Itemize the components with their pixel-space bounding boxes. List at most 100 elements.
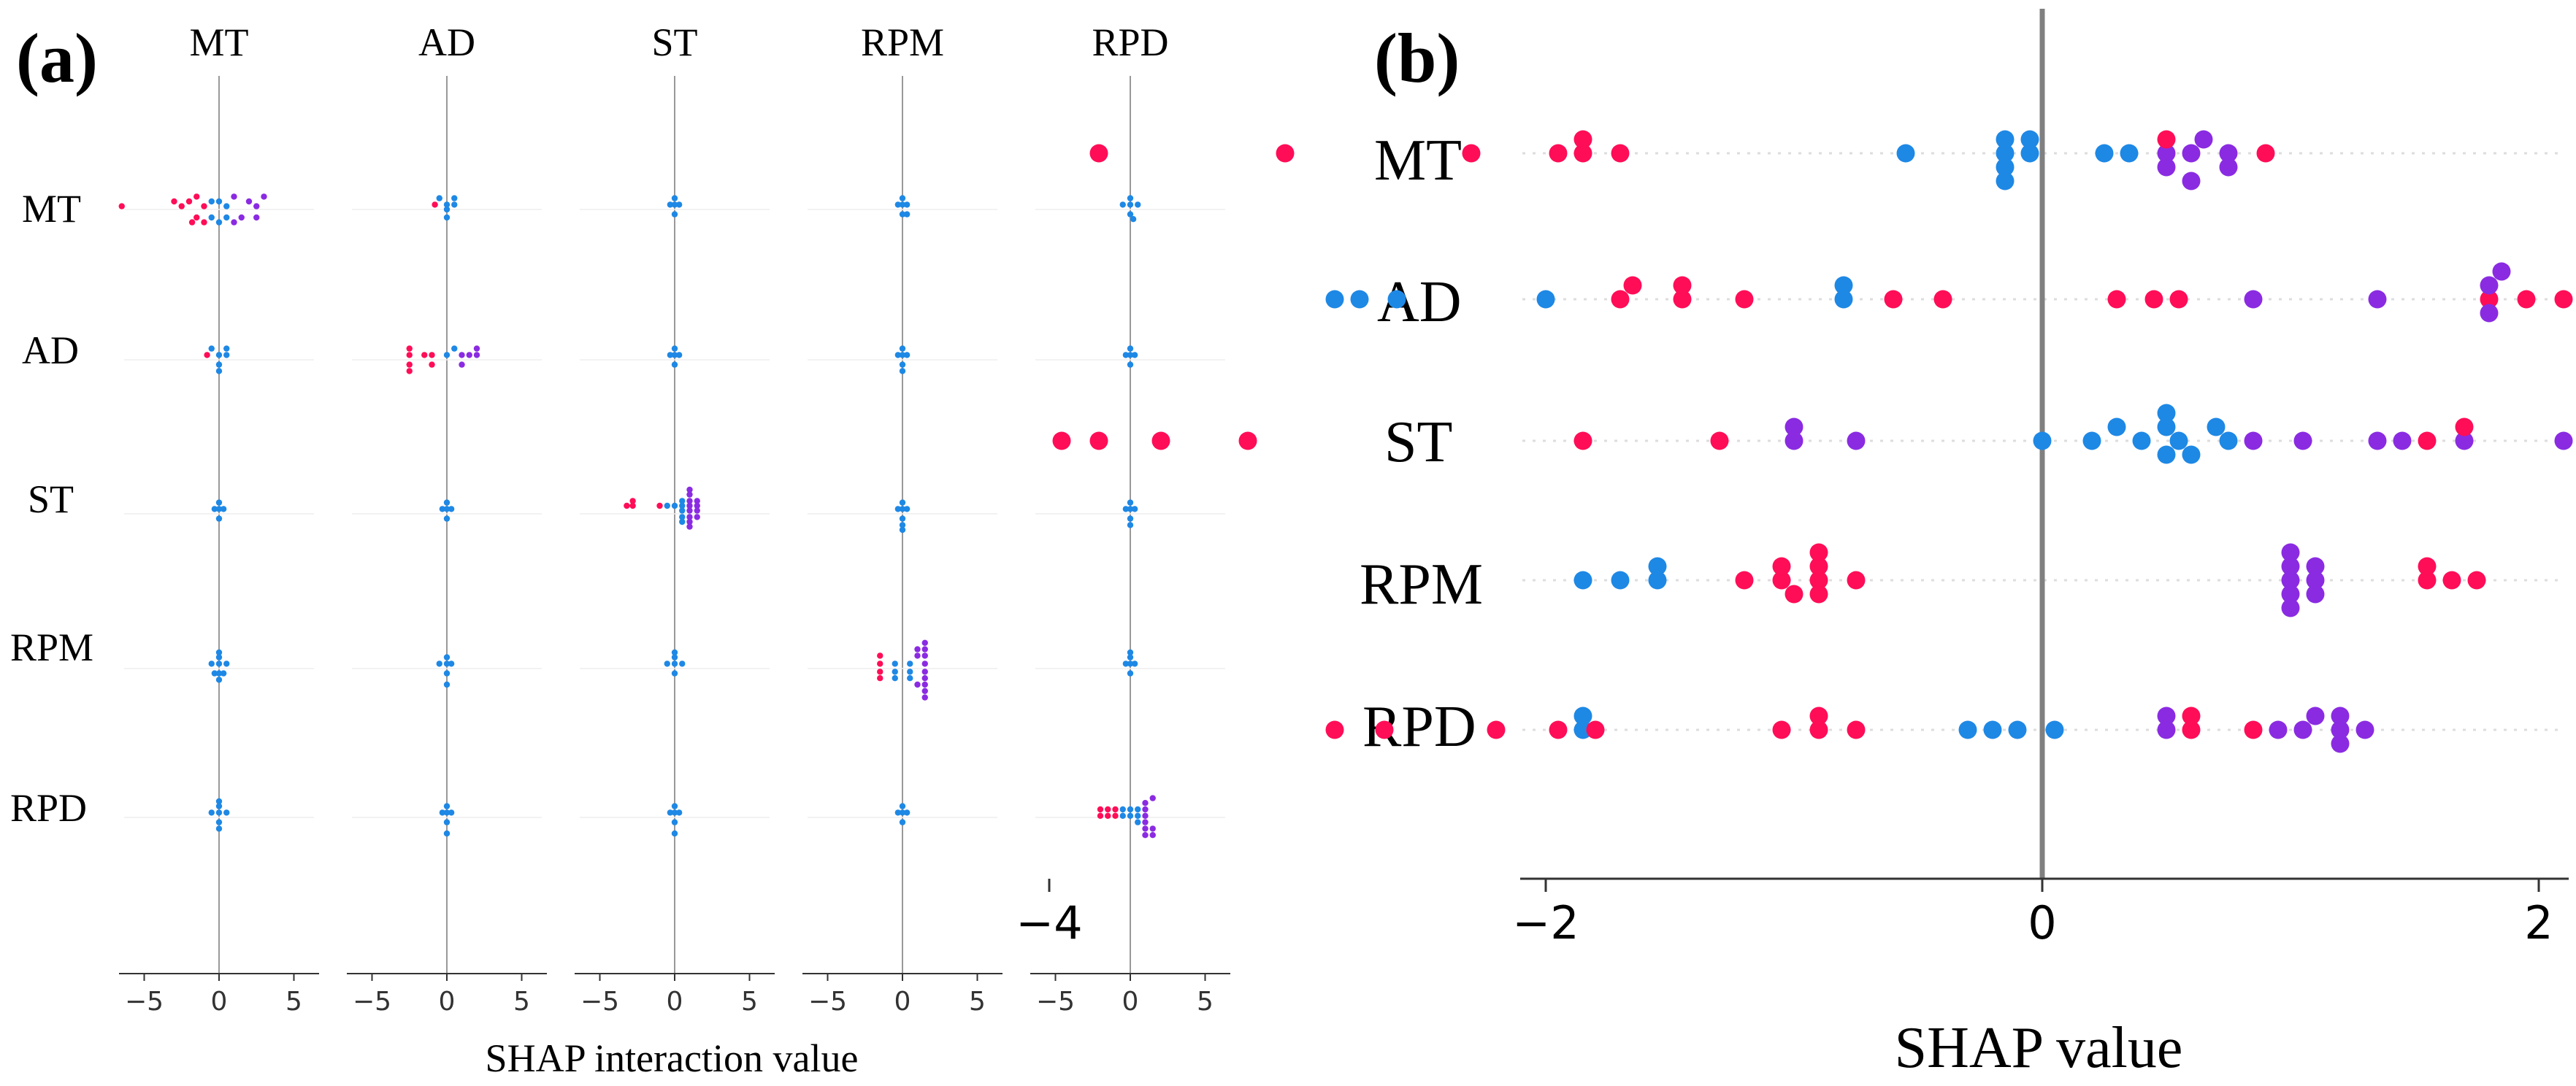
shap-point-ad — [1834, 290, 1853, 309]
shap-point-rpd — [2331, 706, 2350, 725]
interaction-point — [921, 639, 928, 646]
shap-point-st — [1573, 431, 1592, 450]
interaction-point — [629, 498, 636, 504]
shap-point-rpd — [2293, 720, 2312, 739]
interaction-point — [1142, 819, 1149, 825]
shap-point-ad — [2554, 290, 2573, 309]
interaction-point — [215, 219, 223, 226]
interaction-point — [1097, 806, 1104, 813]
x-tick-label-b: 0 — [2028, 896, 2056, 950]
shap-point-mt — [1089, 144, 1108, 163]
interaction-point — [1135, 806, 1141, 813]
interaction-point — [231, 219, 237, 226]
shap-point-ad — [1536, 290, 1555, 309]
interaction-point — [443, 661, 451, 667]
interaction-point — [406, 368, 413, 374]
interaction-point — [223, 345, 230, 352]
interaction-point — [907, 675, 913, 682]
interaction-point — [406, 345, 413, 352]
interaction-point — [694, 498, 700, 504]
interaction-point — [667, 352, 674, 358]
shap-point-rpm — [2281, 585, 2300, 604]
interaction-point — [1122, 661, 1130, 667]
interaction-point — [439, 506, 446, 512]
shap-point-st — [2169, 431, 2188, 450]
shap-point-mt — [1996, 144, 2015, 163]
interaction-point — [1127, 654, 1134, 661]
interaction-point — [432, 201, 438, 208]
interaction-point — [877, 669, 883, 675]
interaction-point — [686, 518, 693, 525]
interaction-point — [215, 654, 223, 661]
interaction-point — [211, 506, 218, 512]
panel-label-a: (a) — [16, 19, 98, 97]
shap-point-rpm — [2281, 543, 2300, 562]
shap-point-rpm — [1573, 571, 1592, 590]
interaction-point — [1131, 352, 1138, 358]
shap-point-rpm — [1648, 571, 1667, 590]
shap-point-ad — [2480, 290, 2499, 309]
interaction-point — [671, 830, 678, 837]
interaction-point — [675, 352, 683, 358]
feature-label-st: ST — [1384, 410, 1452, 474]
interaction-point — [208, 345, 215, 352]
interaction-point — [899, 515, 906, 522]
shap-point-ad — [1350, 290, 1369, 309]
interaction-point — [204, 352, 210, 358]
col-title-rpd: RPD — [1092, 20, 1168, 64]
shap-point-ad — [2169, 290, 2188, 309]
interaction-point — [459, 361, 465, 368]
interaction-point — [1127, 506, 1134, 512]
interaction-point — [907, 661, 913, 667]
shap-point-rpm — [2281, 557, 2300, 576]
interaction-point — [686, 507, 693, 514]
shap-point-mt — [2095, 144, 2114, 163]
interaction-point — [443, 206, 451, 213]
shap-point-rpd — [2331, 720, 2350, 739]
shap-point-rpd — [1847, 720, 1866, 739]
interaction-point — [1127, 211, 1134, 217]
interaction-point — [201, 219, 207, 226]
interaction-point — [1131, 661, 1138, 667]
interaction-point — [1149, 832, 1156, 839]
interaction-point — [1142, 800, 1149, 806]
shap-point-rpm — [1785, 585, 1803, 604]
x-tick-label: −5 — [353, 987, 391, 1017]
interaction-point — [201, 203, 207, 209]
interaction-point — [178, 203, 185, 209]
shap-point-mt — [2219, 158, 2238, 177]
shap-point-st — [2455, 417, 2474, 436]
interaction-point — [899, 345, 906, 352]
interaction-point — [1112, 812, 1119, 820]
x-tick-label-b: −2 — [1512, 896, 1579, 950]
interaction-point — [1130, 216, 1137, 223]
shap-point-st — [1785, 417, 1803, 436]
interaction-point — [448, 506, 455, 512]
interaction-point — [671, 361, 678, 368]
interaction-point — [261, 193, 267, 200]
interaction-point — [892, 675, 898, 682]
shap-point-rpm — [1772, 557, 1791, 576]
shap-point-mt — [1996, 172, 2015, 190]
interaction-point — [193, 214, 200, 221]
interaction-point — [1105, 812, 1111, 820]
interaction-point — [877, 661, 883, 667]
shap-point-mt — [2120, 144, 2139, 163]
interaction-point — [671, 809, 678, 816]
interaction-point — [1127, 649, 1134, 656]
interaction-point — [903, 506, 911, 512]
shap-point-ad — [1387, 290, 1406, 309]
interaction-point — [1127, 661, 1134, 667]
interaction-point — [466, 352, 472, 358]
interaction-point — [223, 203, 230, 209]
shap-point-rpm — [1847, 571, 1866, 590]
shap-point-st — [2132, 431, 2151, 450]
interaction-point — [215, 368, 223, 374]
interaction-point — [671, 670, 678, 677]
interaction-point — [231, 193, 237, 200]
col-title-ad: AD — [418, 20, 475, 64]
interaction-point — [208, 809, 215, 816]
shap-point-rpd — [2355, 720, 2374, 739]
shap-point-ad — [2244, 290, 2263, 309]
